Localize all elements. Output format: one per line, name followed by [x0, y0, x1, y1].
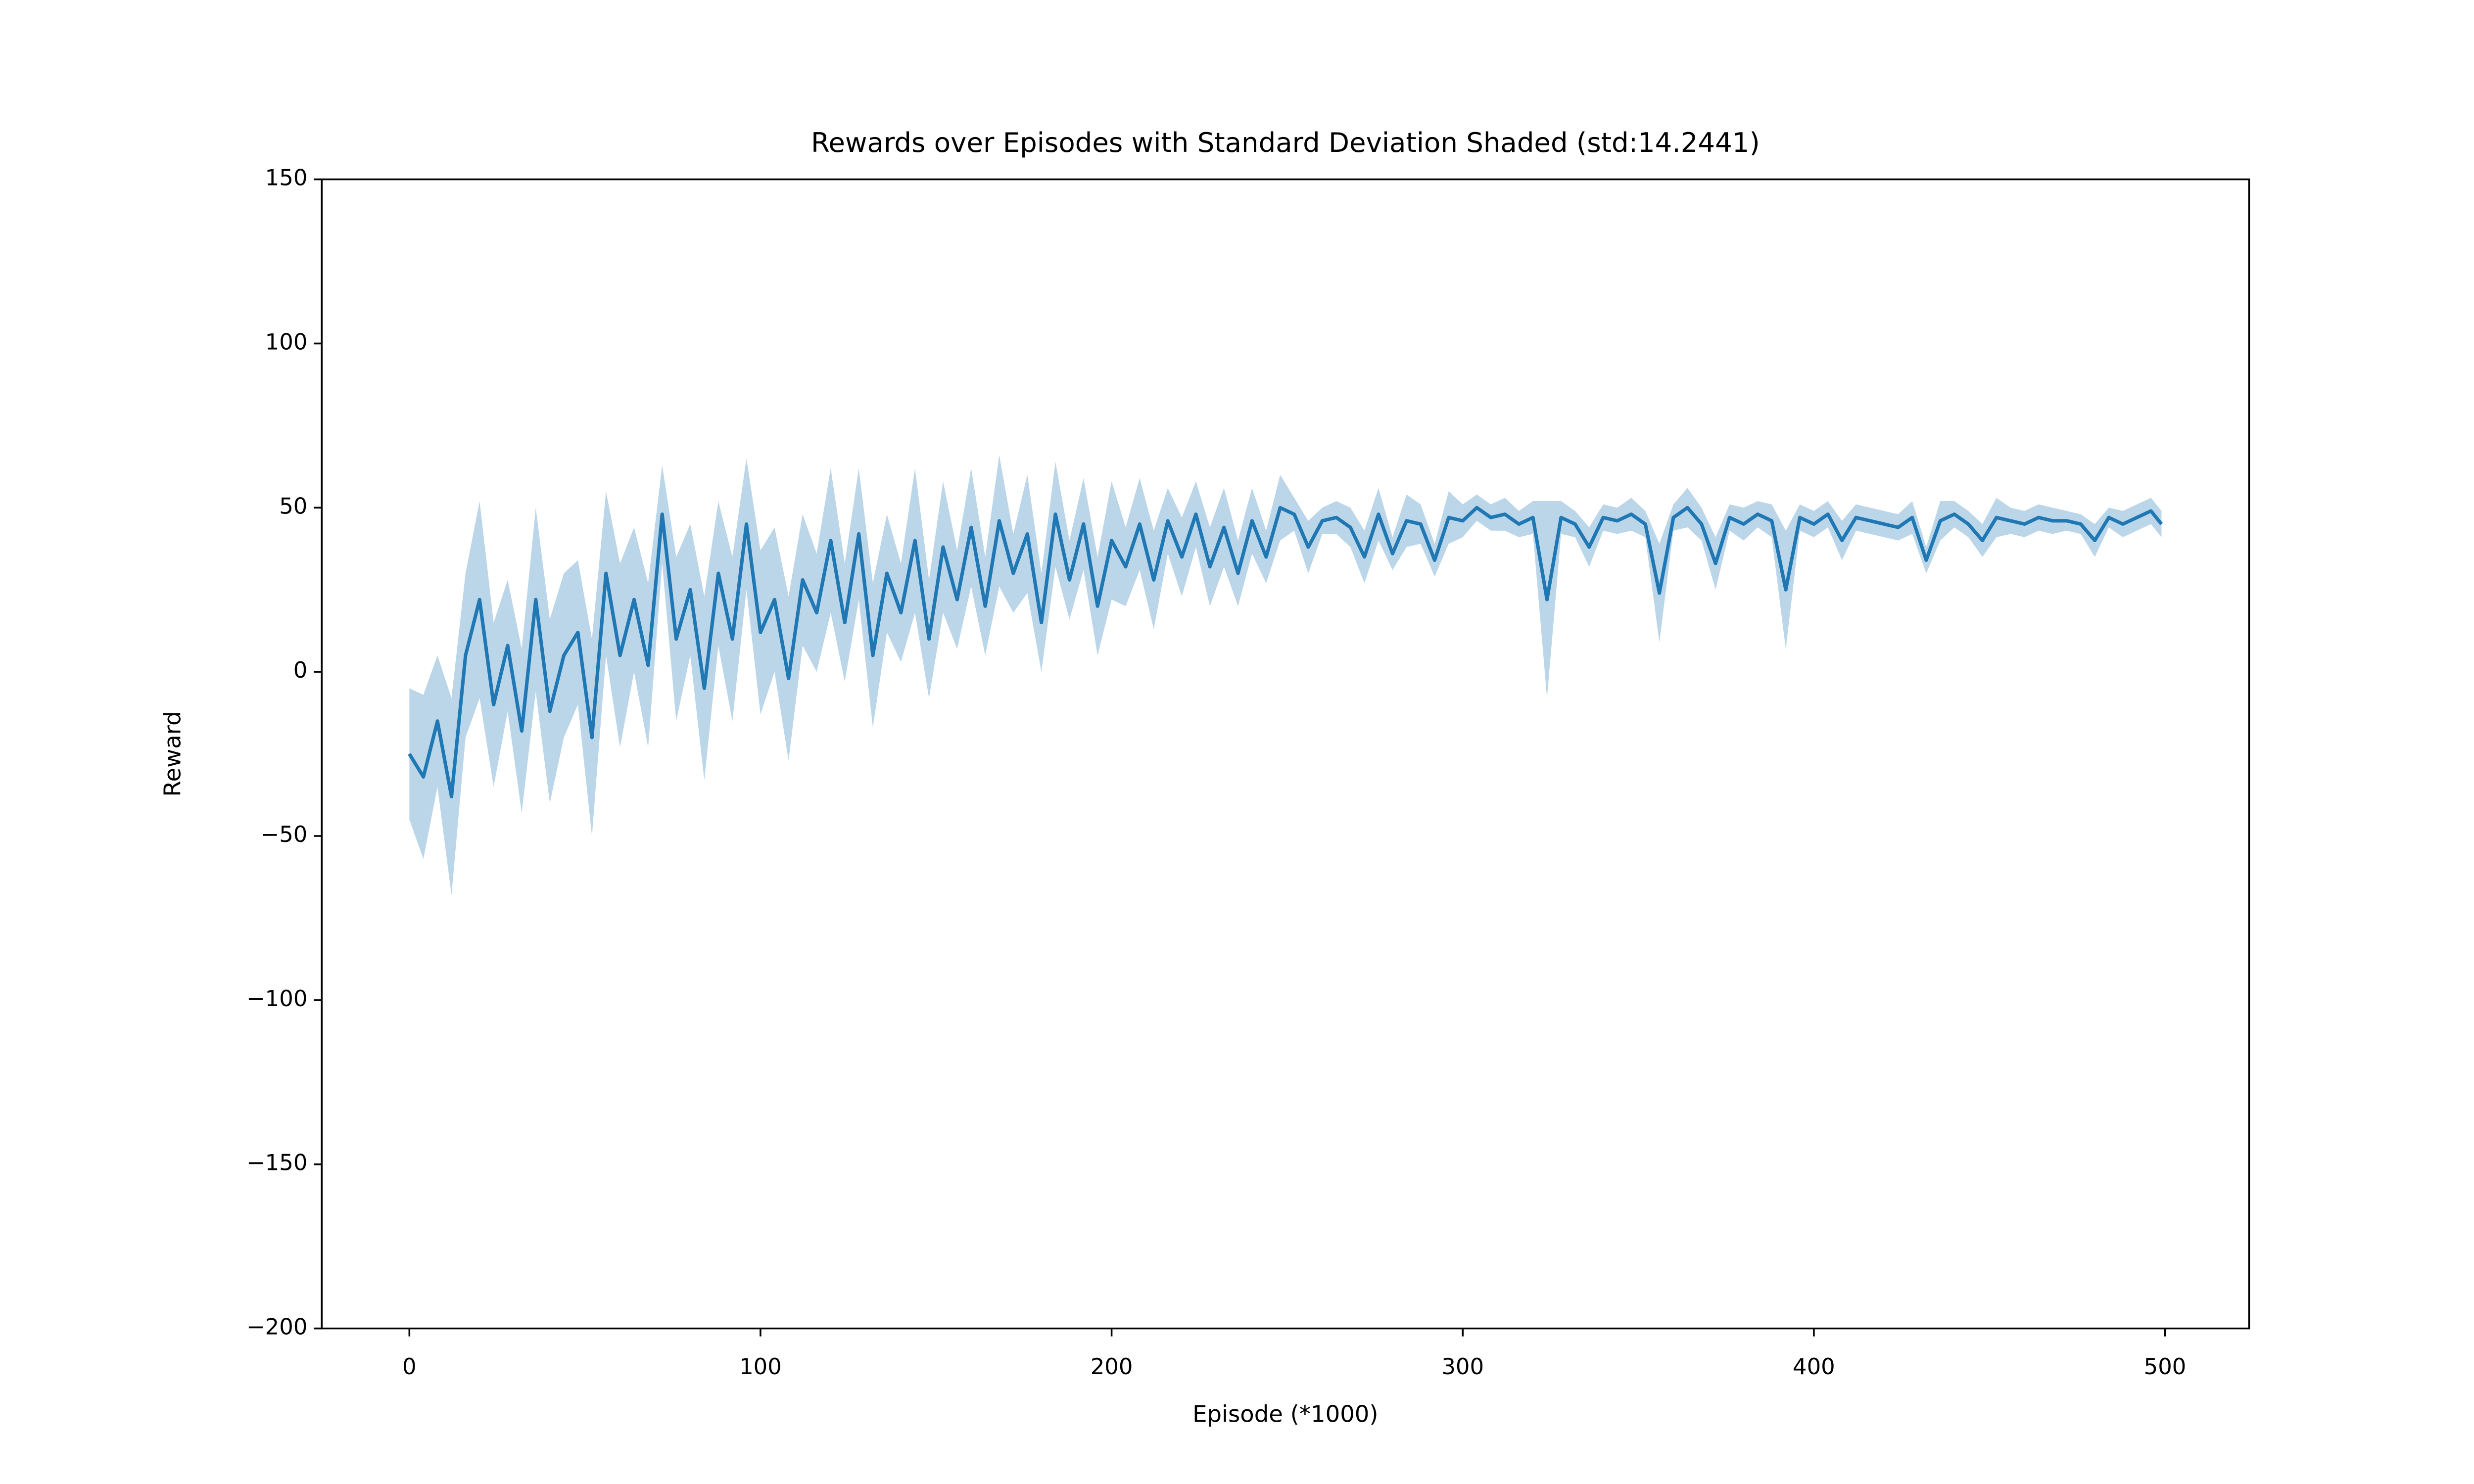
- y-tick-label: 0: [293, 657, 308, 683]
- background: [10, 0, 2464, 1484]
- mean-line: [408, 506, 2163, 798]
- plot-frame: [321, 178, 2250, 1330]
- x-axis-label: Episode (*1000): [1192, 1401, 1378, 1428]
- y-tick-label: 50: [279, 493, 307, 519]
- std-band: [409, 455, 2162, 895]
- y-tick-label: 150: [265, 165, 308, 191]
- y-tick-label: −100: [246, 985, 307, 1012]
- y-tick-label: −50: [261, 821, 308, 847]
- x-tick-label: 200: [1091, 1353, 1133, 1380]
- chart-title: Rewards over Episodes with Standard Devi…: [811, 127, 1760, 158]
- y-tick-label: −150: [246, 1150, 307, 1176]
- x-tick-label: 0: [402, 1353, 417, 1380]
- x-tick-label: 100: [739, 1353, 782, 1380]
- y-tick-label: −200: [246, 1314, 307, 1340]
- x-tick-label: 500: [2144, 1353, 2187, 1380]
- y-tick-label: 100: [265, 328, 308, 355]
- x-tick-label: 300: [1441, 1353, 1484, 1380]
- y-axis-label: Reward: [159, 711, 186, 796]
- x-tick-label: 400: [1793, 1353, 1835, 1380]
